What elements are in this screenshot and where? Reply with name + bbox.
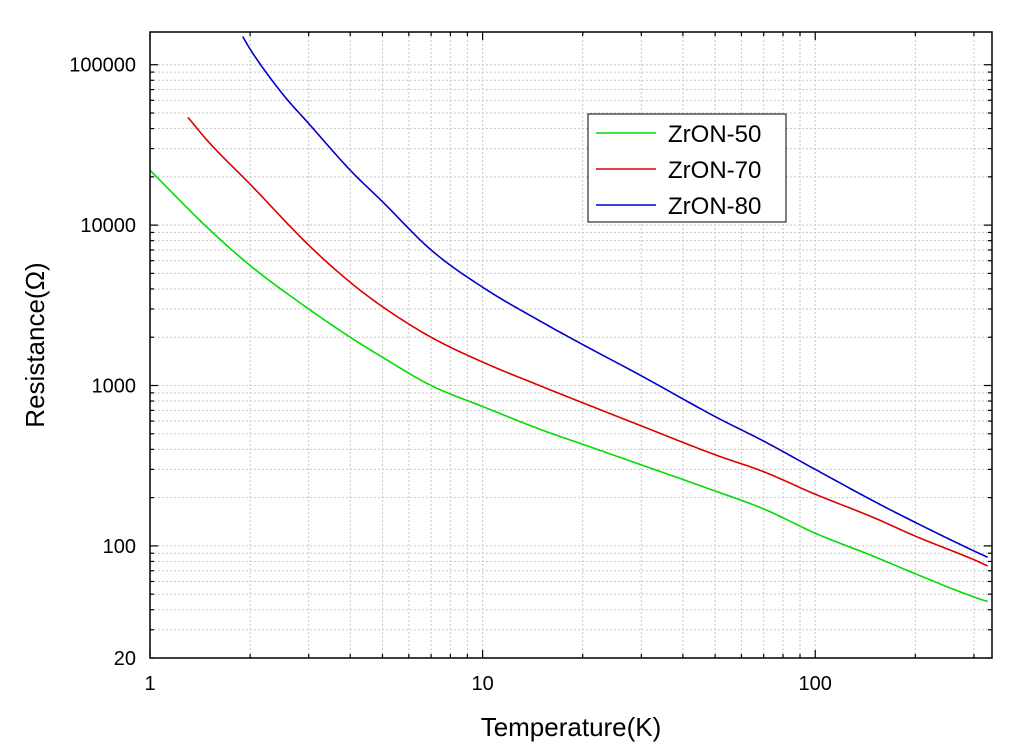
data-series-layer xyxy=(149,36,989,603)
legend-box xyxy=(587,113,787,223)
y-tick-label: 100000 xyxy=(69,55,136,77)
y-axis-title: Resistance(Ω) xyxy=(20,262,50,427)
axis-ticks: 1 10 100 20 100 1000 10000 100000 xyxy=(69,32,992,695)
y-tick-label: 1000 xyxy=(92,376,137,398)
legend-label-zron-70: ZrON-70 xyxy=(668,157,761,184)
legend: ZrON-50 ZrON-70 ZrON-80 xyxy=(587,113,787,223)
grid xyxy=(150,32,992,658)
y-tick-label: 10000 xyxy=(80,215,136,237)
y-tick-label: 100 xyxy=(103,536,136,558)
x-tick-label: 1 xyxy=(144,673,155,695)
series-line-zron-50 xyxy=(149,169,988,603)
series-line-zron-80 xyxy=(242,36,989,558)
x-tick-label: 100 xyxy=(799,673,832,695)
series-line-zron-70 xyxy=(187,116,989,567)
x-axis-title: Temperature(K) xyxy=(481,712,662,742)
legend-label-zron-80: ZrON-80 xyxy=(668,193,761,220)
legend-label-zron-50: ZrON-50 xyxy=(668,121,761,148)
y-tick-label: 20 xyxy=(114,648,136,670)
x-tick-label: 10 xyxy=(471,673,493,695)
plot-frame xyxy=(149,31,993,659)
